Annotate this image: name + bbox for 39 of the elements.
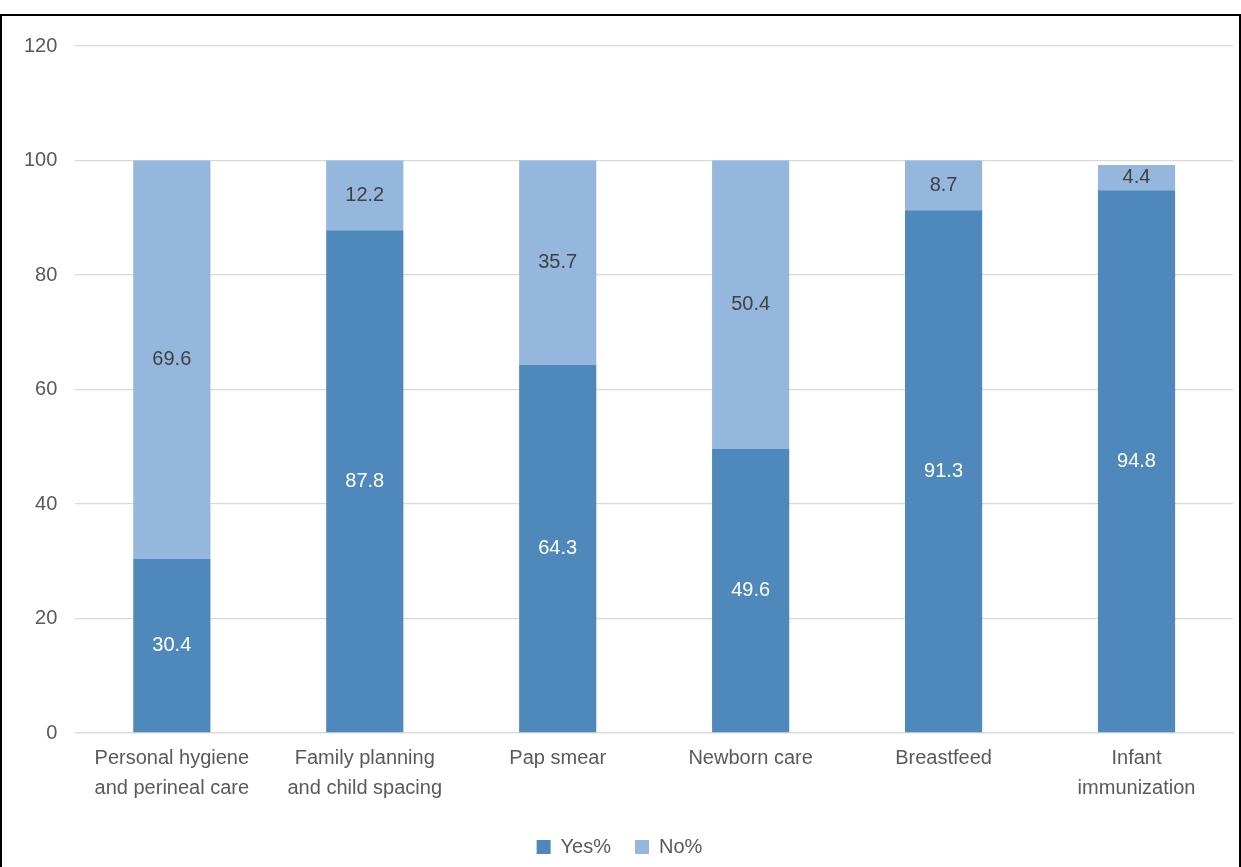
data-label: 50.4 xyxy=(731,292,771,315)
x-tick-label: Pap smear xyxy=(509,745,607,768)
x-tick-label: Personal hygiene and perineal care xyxy=(94,745,250,798)
data-label: 94.8 xyxy=(1117,448,1156,471)
x-tick-label: Family planning and child spacing xyxy=(287,745,443,798)
y-tick-label: 20 xyxy=(35,606,58,629)
data-label: 64.3 xyxy=(538,536,578,559)
bar xyxy=(519,364,597,733)
y-tick-label: 100 xyxy=(23,148,58,171)
legend-label: No% xyxy=(659,834,703,857)
x-tick-label: Newborn care xyxy=(688,745,813,768)
data-label: 8.7 xyxy=(929,172,958,195)
x-tick-label: Infant immunization xyxy=(1077,745,1196,798)
data-label: 30.4 xyxy=(152,633,192,656)
y-tick-label: 40 xyxy=(35,491,58,514)
y-tick-label: 60 xyxy=(35,377,58,400)
bar xyxy=(326,160,404,231)
bar xyxy=(712,449,790,733)
bar xyxy=(326,230,404,733)
legend-label: Yes% xyxy=(560,834,612,857)
data-label: 12.2 xyxy=(345,182,385,205)
data-label: 87.8 xyxy=(345,468,385,491)
data-label: 4.4 xyxy=(1122,165,1151,188)
data-label: 35.7 xyxy=(538,250,578,273)
bar xyxy=(1097,190,1176,733)
y-tick-label: 80 xyxy=(35,262,58,285)
y-tick-label: 0 xyxy=(46,720,58,743)
x-tick-label: Breastfeed xyxy=(895,745,992,768)
bar xyxy=(712,160,790,450)
bar xyxy=(133,160,211,559)
data-label: 49.6 xyxy=(731,578,771,601)
bar xyxy=(133,558,211,733)
data-label: 91.3 xyxy=(924,458,964,481)
y-tick-label: 120 xyxy=(23,33,58,56)
bar xyxy=(905,210,983,733)
data-label: 69.6 xyxy=(152,347,192,370)
bar xyxy=(519,160,597,365)
bar xyxy=(905,160,983,211)
bar xyxy=(1097,165,1176,191)
